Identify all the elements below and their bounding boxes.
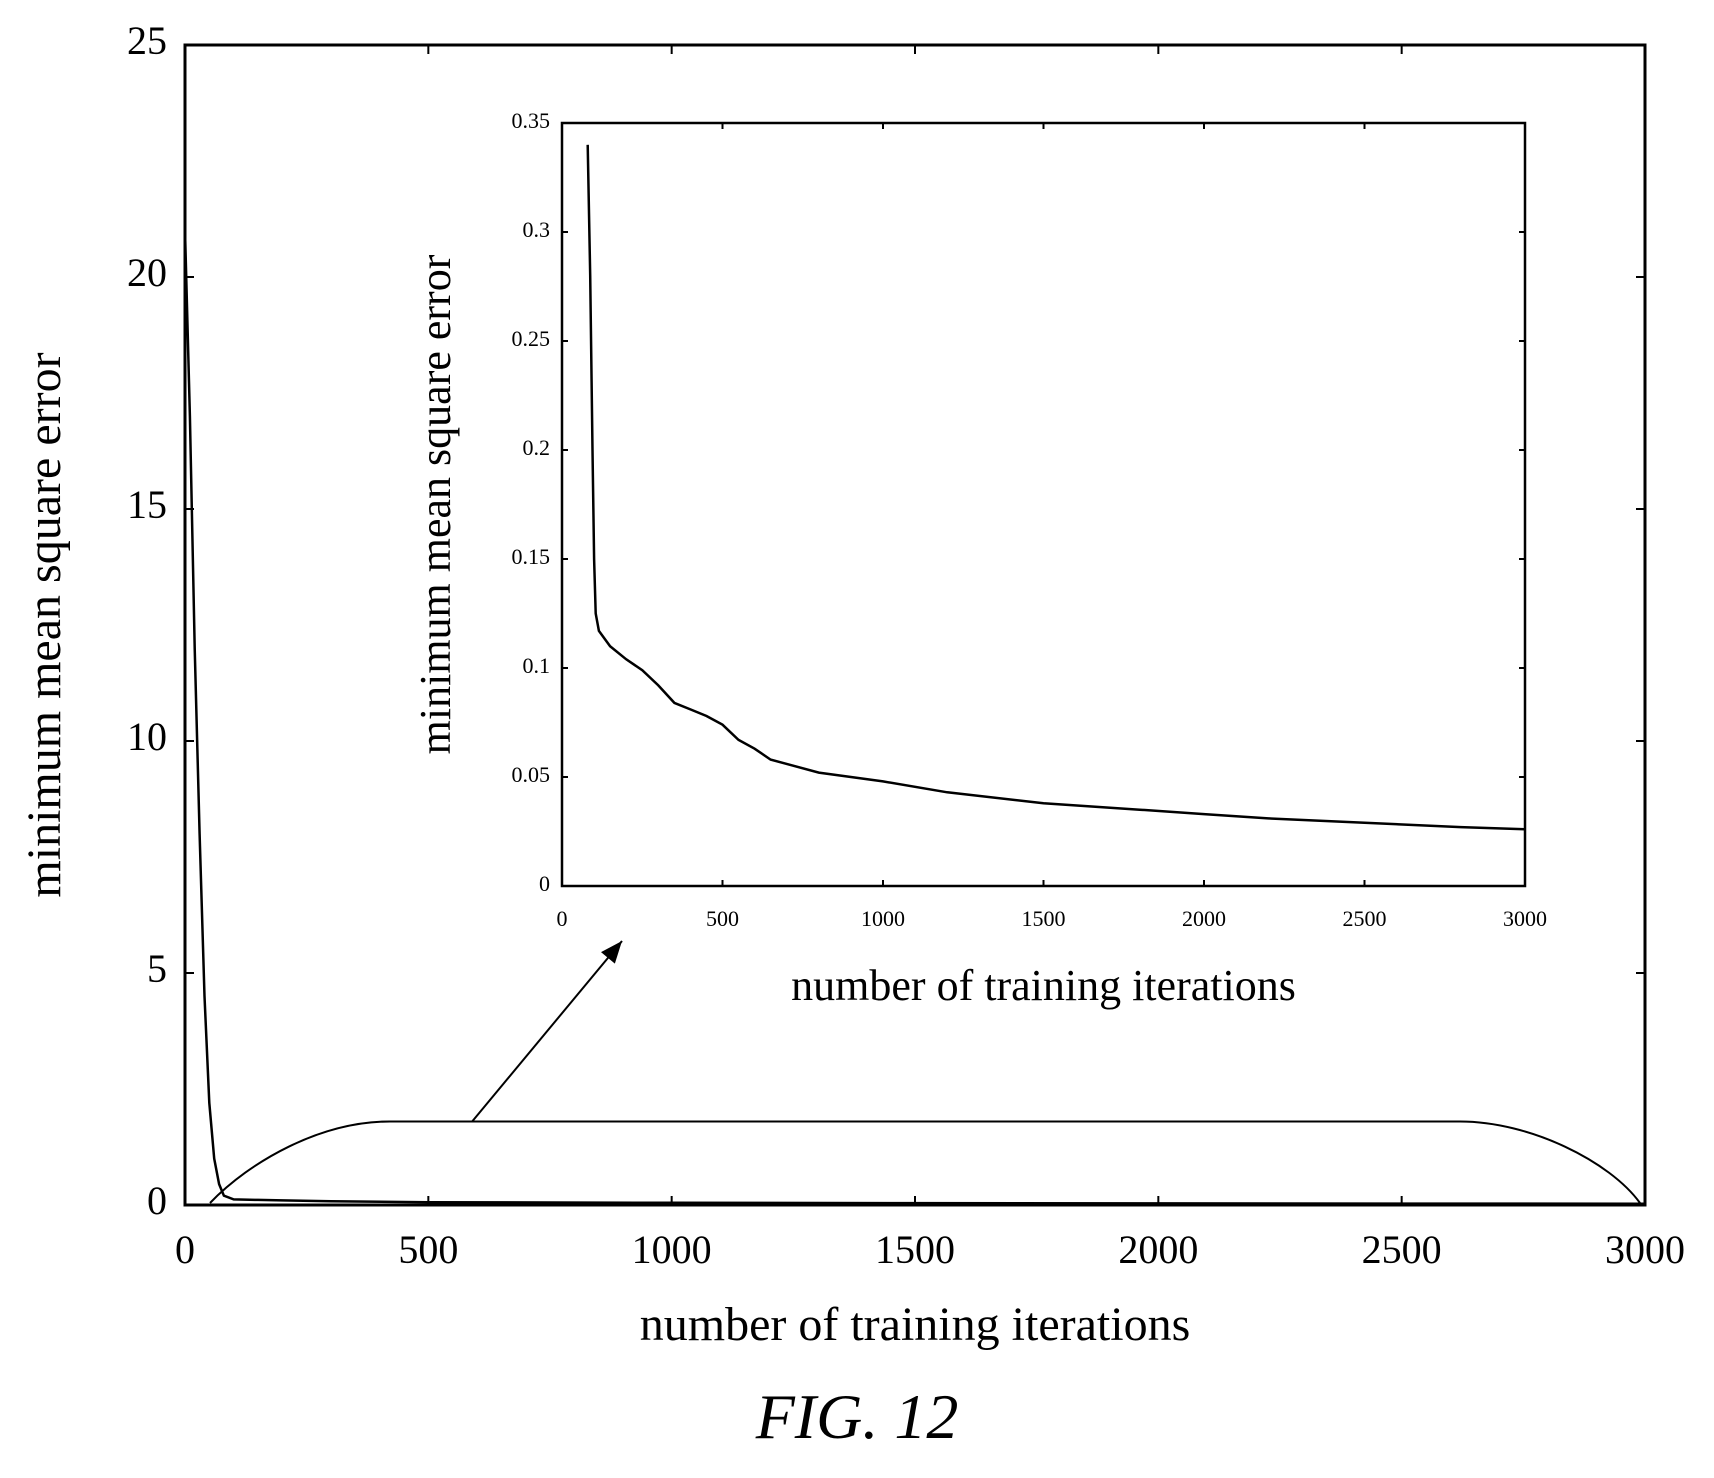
figure-caption: FIG. 12 <box>755 1381 959 1452</box>
inset-y-tick-label: 0.35 <box>512 108 551 133</box>
main-y-tick-label: 0 <box>147 1178 167 1223</box>
inset-series-line <box>586 144 1526 831</box>
inset-x-tick-label: 0 <box>557 906 568 931</box>
main-x-tick-label: 1500 <box>875 1227 955 1272</box>
inset-y-ticks: 0 0.05 0.1 0.15 0.2 0.25 0.3 0.35 <box>512 108 1525 896</box>
inset-plot-frame <box>560 121 1527 888</box>
inset-x-tick-label: 2000 <box>1182 906 1226 931</box>
inset-y-tick-label: 0.1 <box>523 653 551 678</box>
main-y-axis-title: minimum mean square error <box>18 352 71 897</box>
inset-x-tick-label: 500 <box>706 906 739 931</box>
inset-y-tick-label: 0 <box>539 871 550 896</box>
main-y-tick-label: 10 <box>127 714 167 759</box>
main-y-tick-label: 5 <box>147 946 167 991</box>
main-chart: 0 500 1000 1500 2000 2500 3000 0 5 10 15 20 25 numb… <box>18 18 1685 1351</box>
inset-x-tick-label: 1000 <box>861 906 905 931</box>
inset-y-axis-title: minimum mean square error <box>411 254 460 754</box>
main-x-tick-label: 2000 <box>1118 1227 1198 1272</box>
inset-y-tick-label: 0.3 <box>523 217 551 242</box>
main-x-axis-title: number of training iterations <box>640 1298 1191 1351</box>
main-y-tick-label: 15 <box>127 482 167 527</box>
zoom-arrow <box>471 940 623 1123</box>
inset-x-tick-label: 1500 <box>1022 906 1066 931</box>
inset-x-ticks: 0 500 1000 1500 2000 2500 3000 <box>557 123 1547 931</box>
main-y-tick-label: 25 <box>127 18 167 63</box>
main-x-tick-label: 2500 <box>1362 1227 1442 1272</box>
inset-x-tick-label: 3000 <box>1503 906 1547 931</box>
inset-y-tick-label: 0.25 <box>512 326 551 351</box>
inset-y-tick-label: 0.2 <box>523 435 551 460</box>
inset-x-tick-label: 2500 <box>1343 906 1387 931</box>
main-x-tick-label: 1000 <box>632 1227 712 1272</box>
inset-x-axis-title: number of training iterations <box>791 961 1296 1010</box>
main-y-tick-label: 20 <box>127 250 167 295</box>
inset-y-tick-label: 0.05 <box>512 762 551 787</box>
inset-chart: 0 500 1000 1500 2000 2500 3000 0 0.05 0.1 0.15 0.2… <box>411 108 1547 1010</box>
main-x-ticks: 0 500 1000 1500 2000 2500 3000 <box>175 45 1685 1272</box>
main-y-ticks: 0 5 10 15 20 25 <box>127 18 1645 1223</box>
main-series-line <box>183 230 1646 1205</box>
main-x-tick-label: 500 <box>398 1227 458 1272</box>
main-x-tick-label: 0 <box>175 1227 195 1272</box>
inset-y-tick-label: 0.15 <box>512 544 551 569</box>
zoom-arrowhead <box>601 941 622 964</box>
main-x-tick-label: 3000 <box>1605 1227 1685 1272</box>
zoom-bracket <box>209 1120 1641 1204</box>
